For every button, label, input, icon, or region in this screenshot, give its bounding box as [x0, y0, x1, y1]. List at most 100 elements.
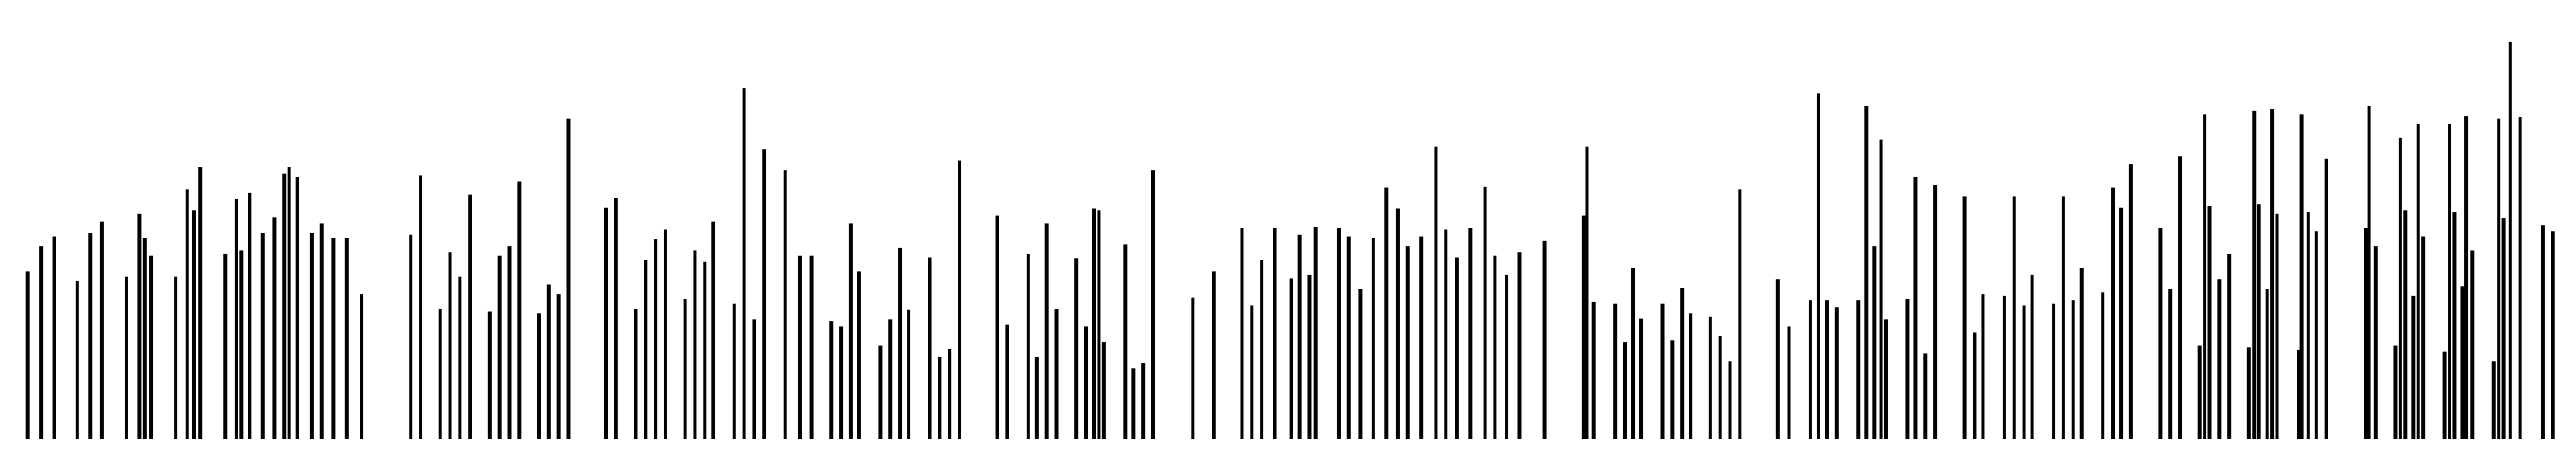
- bar: [52, 236, 56, 439]
- bar: [1905, 299, 1910, 439]
- bar: [1092, 208, 1097, 439]
- bar: [223, 253, 228, 439]
- bar: [1718, 336, 1722, 439]
- bar: [1097, 210, 1101, 439]
- bar: [185, 189, 189, 440]
- bar: [1084, 326, 1089, 439]
- bar: [2246, 347, 2251, 439]
- bar: [2411, 295, 2416, 439]
- bar: [878, 345, 883, 439]
- bar: [2071, 300, 2075, 439]
- bar: [614, 198, 618, 439]
- bar: [2363, 228, 2368, 439]
- bar: [1468, 228, 1473, 439]
- bar: [309, 233, 314, 439]
- bar: [2324, 158, 2328, 440]
- bar: [2518, 116, 2522, 439]
- bar: [2217, 279, 2222, 439]
- bar: [2207, 205, 2212, 439]
- bar: [1483, 186, 1487, 440]
- bar: [1708, 316, 1712, 439]
- bar: [142, 238, 147, 439]
- bar: [39, 246, 44, 439]
- bar: [487, 311, 492, 439]
- bar: [2252, 110, 2257, 440]
- bar: [137, 213, 142, 439]
- bar: [1631, 268, 1636, 439]
- bar: [448, 252, 452, 439]
- bar: [1581, 215, 1586, 439]
- bar: [1680, 288, 1685, 439]
- bar: [948, 349, 952, 439]
- bar: [546, 284, 551, 439]
- bar: [2460, 286, 2465, 439]
- bar: [2299, 114, 2304, 439]
- bar: [1346, 236, 1351, 439]
- bar: [742, 88, 746, 439]
- bar: [2052, 303, 2056, 439]
- bar: [2497, 118, 2501, 439]
- bar: [1054, 308, 1059, 439]
- bar: [517, 181, 522, 439]
- bar: [2416, 123, 2420, 439]
- bar: [1962, 196, 1967, 439]
- bar: [1738, 189, 1742, 440]
- bar: [2079, 268, 2084, 439]
- bar: [1005, 324, 1009, 439]
- bar: [857, 271, 861, 439]
- bar: [1250, 305, 1254, 439]
- bar: [1864, 106, 1869, 440]
- bar: [1026, 253, 1030, 439]
- bar: [248, 192, 252, 439]
- bar: [2306, 212, 2310, 439]
- bar: [2270, 109, 2275, 440]
- bar: [1141, 363, 1146, 439]
- bar: [1816, 93, 1820, 440]
- bar: [1622, 342, 1627, 439]
- bar: [2367, 106, 2371, 440]
- bar: [1585, 146, 1589, 439]
- bar: [239, 250, 244, 439]
- bar: [2314, 231, 2318, 439]
- bar: [1973, 332, 1977, 439]
- bar: [556, 294, 561, 439]
- bar: [1689, 313, 1693, 439]
- bar: [1336, 228, 1341, 439]
- bar: [2296, 350, 2300, 439]
- bar: [2442, 351, 2447, 439]
- bar: [603, 207, 608, 439]
- bar: [958, 160, 962, 440]
- bar: [1933, 185, 1938, 440]
- bar: [1824, 300, 1829, 439]
- bar: [752, 319, 756, 439]
- bar: [1434, 146, 1438, 439]
- bar: [2508, 41, 2512, 440]
- bar: [282, 173, 287, 439]
- bar: [234, 198, 238, 439]
- bar: [1405, 246, 1410, 439]
- bar: [88, 233, 93, 439]
- bar: [272, 217, 277, 439]
- bar: [1808, 300, 1812, 439]
- bar: [2227, 253, 2232, 439]
- bar: [2541, 225, 2545, 439]
- bar: [2464, 116, 2469, 439]
- bar: [2158, 228, 2163, 439]
- bar: [928, 257, 932, 439]
- bar: [2501, 218, 2506, 439]
- bar: [762, 149, 766, 439]
- bar: [1101, 342, 1106, 439]
- bar: [497, 255, 502, 439]
- bar: [1358, 289, 1363, 439]
- bar: [1542, 240, 1547, 439]
- bar: [1517, 252, 1522, 439]
- bar: [783, 170, 787, 439]
- bar: [2491, 361, 2496, 439]
- bar: [2012, 196, 2016, 439]
- bar: [2448, 123, 2452, 439]
- bar: [1151, 170, 1156, 439]
- bar: [260, 233, 265, 439]
- bar: [1981, 294, 1985, 439]
- bar: [2398, 137, 2402, 440]
